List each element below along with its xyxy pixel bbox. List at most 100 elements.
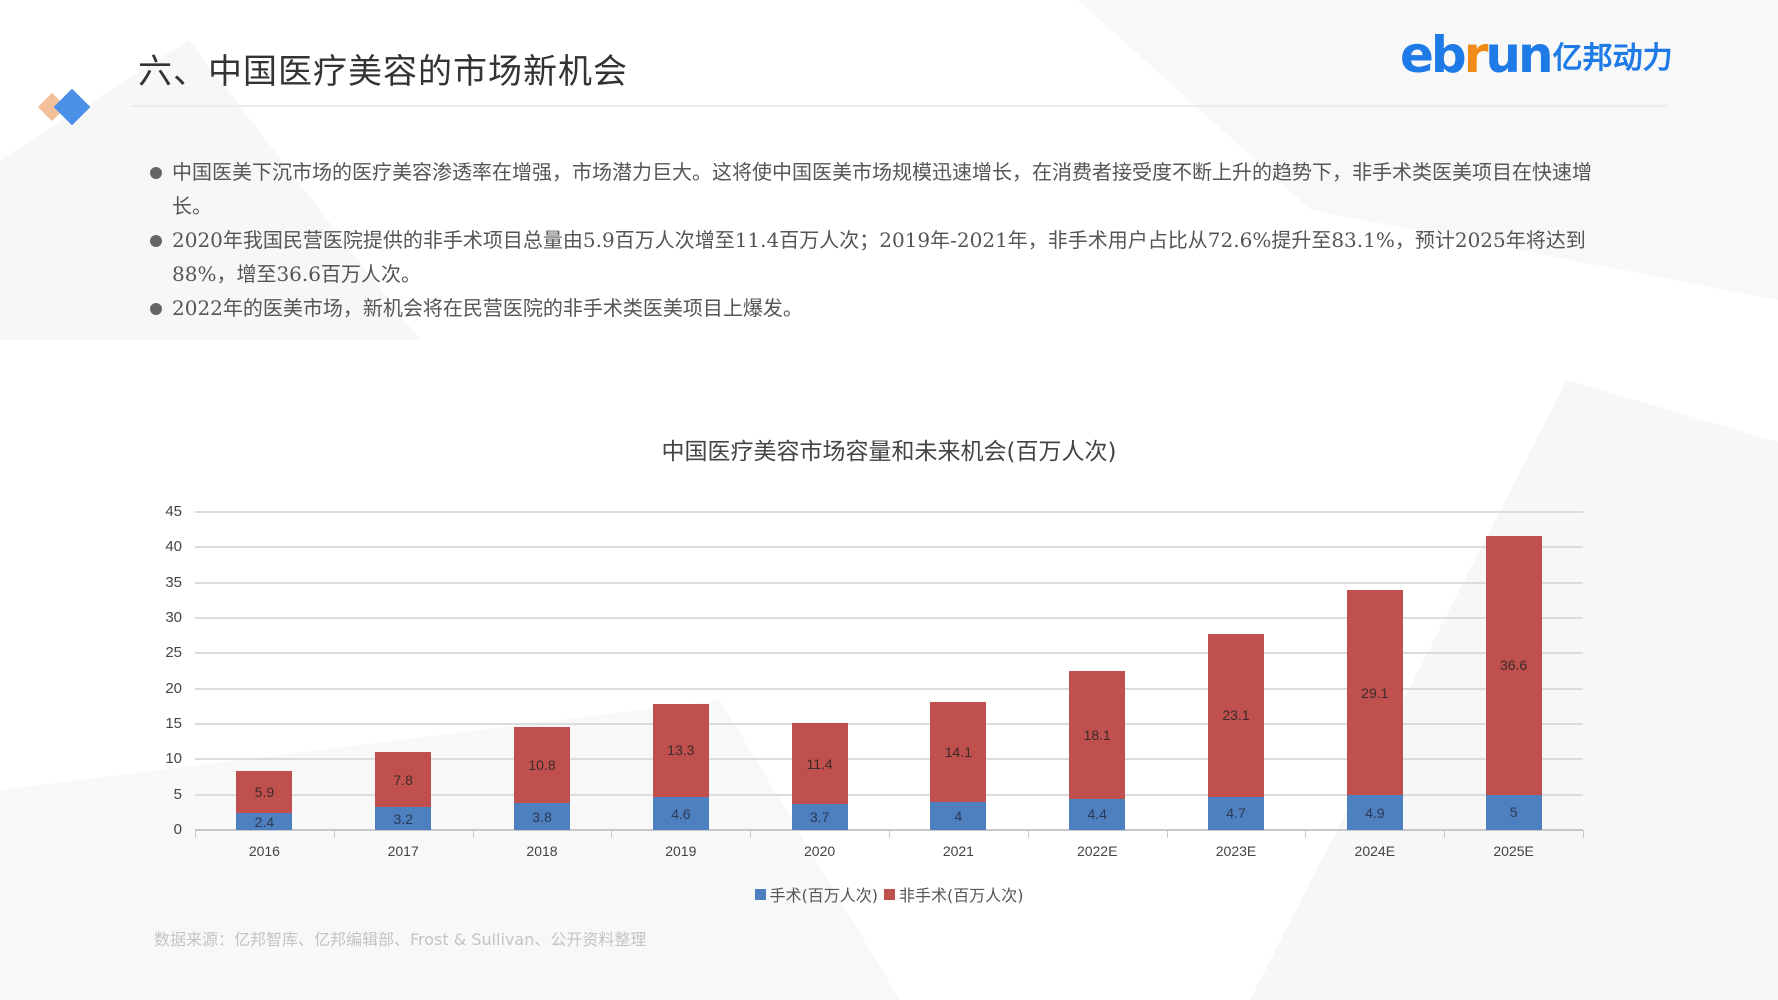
bar-segment-non-surgical: 14.1 [930,702,987,802]
data-label: 3.7 [809,808,830,825]
data-label: 14.1 [944,743,973,760]
chart-title: 中国医疗美容市场容量和未来机会(百万人次) [661,439,1117,465]
bullet-dot-icon [150,303,162,315]
bar-segment-non-surgical: 13.3 [652,703,709,798]
x-axis-tick [1583,830,1584,838]
legend-item-non-surgical: 非手术(百万人次) [884,882,1024,906]
data-label: 29.1 [1361,684,1389,701]
bar-segment-surgical: 3.8 [514,803,570,830]
bullet-item: 中国医美下沉市场的医疗美容渗透率在增强，市场潜力巨大。这将使中国医美市场规模迅速… [148,155,1608,223]
bar-segment-non-surgical: 29.1 [1346,589,1403,796]
x-axis-tick [1027,830,1029,838]
y-axis-tick-label: 30 [165,609,182,626]
bar-segment-surgical: 4.7 [1208,796,1264,830]
gridline [195,617,1583,619]
bullet-list: 中国医美下沉市场的医疗美容渗透率在增强，市场潜力巨大。这将使中国医美市场规模迅速… [148,155,1608,325]
bar-segment-non-surgical: 5.9 [236,771,293,814]
bar-segment-non-surgical: 7.8 [375,752,432,808]
data-label: 5.9 [254,784,275,801]
y-axis-tick-label: 10 [165,750,182,768]
legend-item-surgical: 手术(百万人次) [754,882,878,906]
y-axis-tick-label: 35 [165,573,182,591]
data-label: 4.4 [1087,806,1107,823]
x-axis-tick [333,830,335,838]
bar-segment-surgical: 4.9 [1346,795,1403,830]
x-axis-tick [1444,830,1446,838]
data-label: 2.4 [254,813,275,830]
data-source-note: 数据来源：亿邦智库、亿邦编辑部、Frost & Sullivan、公开资料整理 [154,930,647,949]
data-label: 3.2 [393,810,413,827]
data-label: 11.4 [806,755,833,772]
legend-swatch-blue-icon [754,888,766,900]
y-axis-tick-label: 15 [165,715,182,732]
data-label: 4.9 [1365,804,1385,821]
bar-segment-surgical: 4.4 [1069,798,1126,830]
data-label: 18.1 [1083,726,1111,743]
data-label: 10.8 [528,756,556,773]
bullet-item: 2022年的医美市场，新机会将在民营医院的非手术类医美项目上爆发。 [148,291,1608,325]
x-axis-category-label: 2020 [804,843,836,859]
diamond-decoration-icon [37,88,102,126]
x-axis-tick [611,830,613,838]
ebrun-logo: ebrun 亿邦动力 [1400,30,1673,80]
gridline [195,652,1583,655]
data-label: 36.6 [1499,657,1528,674]
logo-text: ebrun [1400,26,1554,84]
page-title: 六、中国医疗美容的市场新机会 [138,52,628,92]
bar-segment-non-surgical: 23.1 [1208,633,1264,797]
x-axis-category-label: 2017 [387,843,419,859]
data-label: 7.8 [393,771,413,788]
bar-segment-non-surgical: 10.8 [514,726,570,804]
x-axis-tick [1166,830,1168,838]
gridline [195,581,1583,584]
x-axis-category-label: 2019 [665,843,697,859]
bar-segment-surgical: 4 [930,801,987,830]
gridline [195,687,1583,690]
gridline [195,511,1583,513]
legend-swatch-red-icon [884,888,895,900]
bar-segment-surgical: 2.4 [236,813,293,830]
x-axis-tick [889,830,890,838]
data-label: 4.7 [1226,805,1246,822]
x-axis-category-label: 2024E [1354,843,1396,859]
data-label: 13.3 [667,742,695,759]
gridline [195,723,1583,725]
bullet-item: 2020年我国民营医院提供的非手术项目总量由5.9百万人次增至11.4百万人次；… [148,223,1608,291]
x-axis-tick [195,830,196,838]
gridline [195,793,1583,796]
y-axis-tick-label: 20 [165,679,182,697]
x-axis-tick [750,830,752,838]
bullet-dot-icon [150,167,162,179]
x-axis-category-label: 2022E [1076,843,1118,859]
y-axis-tick-label: 40 [165,538,182,556]
y-axis-tick-label: 25 [165,644,182,662]
x-axis-category-label: 2021 [942,843,974,859]
gridline [195,546,1583,549]
bar-segment-non-surgical: 36.6 [1485,536,1542,795]
data-label: 5 [1509,804,1518,821]
x-axis-category-label: 2018 [526,843,558,859]
x-axis-tick [472,830,474,838]
bar-segment-non-surgical: 18.1 [1069,671,1126,799]
y-axis-tick-label: 5 [173,785,182,803]
data-label: 3.8 [532,808,552,825]
bullet-dot-icon [150,235,162,247]
x-axis-category-label: 2016 [248,843,280,859]
y-axis-tick-label: 0 [173,821,182,838]
x-axis-tick [1305,830,1307,838]
data-label: 23.1 [1222,707,1250,724]
bar-segment-non-surgical: 11.4 [791,723,848,804]
x-axis-category-label: 2023E [1215,843,1257,859]
gridline [195,758,1583,761]
bar-segment-surgical: 5 [1485,794,1542,830]
data-label: 4 [954,807,963,824]
logo-chinese-text: 亿邦动力 [1552,41,1673,76]
header-divider [132,105,1667,107]
bar-segment-surgical: 4.6 [652,797,709,830]
bar-segment-surgical: 3.7 [791,803,848,830]
x-axis-category-label: 2025E [1493,843,1534,859]
data-label: 4.6 [671,805,691,822]
chart-legend: 手术(百万人次) 非手术(百万人次) [0,882,1778,906]
y-axis-tick-label: 45 [165,503,182,520]
bar-segment-surgical: 3.2 [375,807,432,830]
